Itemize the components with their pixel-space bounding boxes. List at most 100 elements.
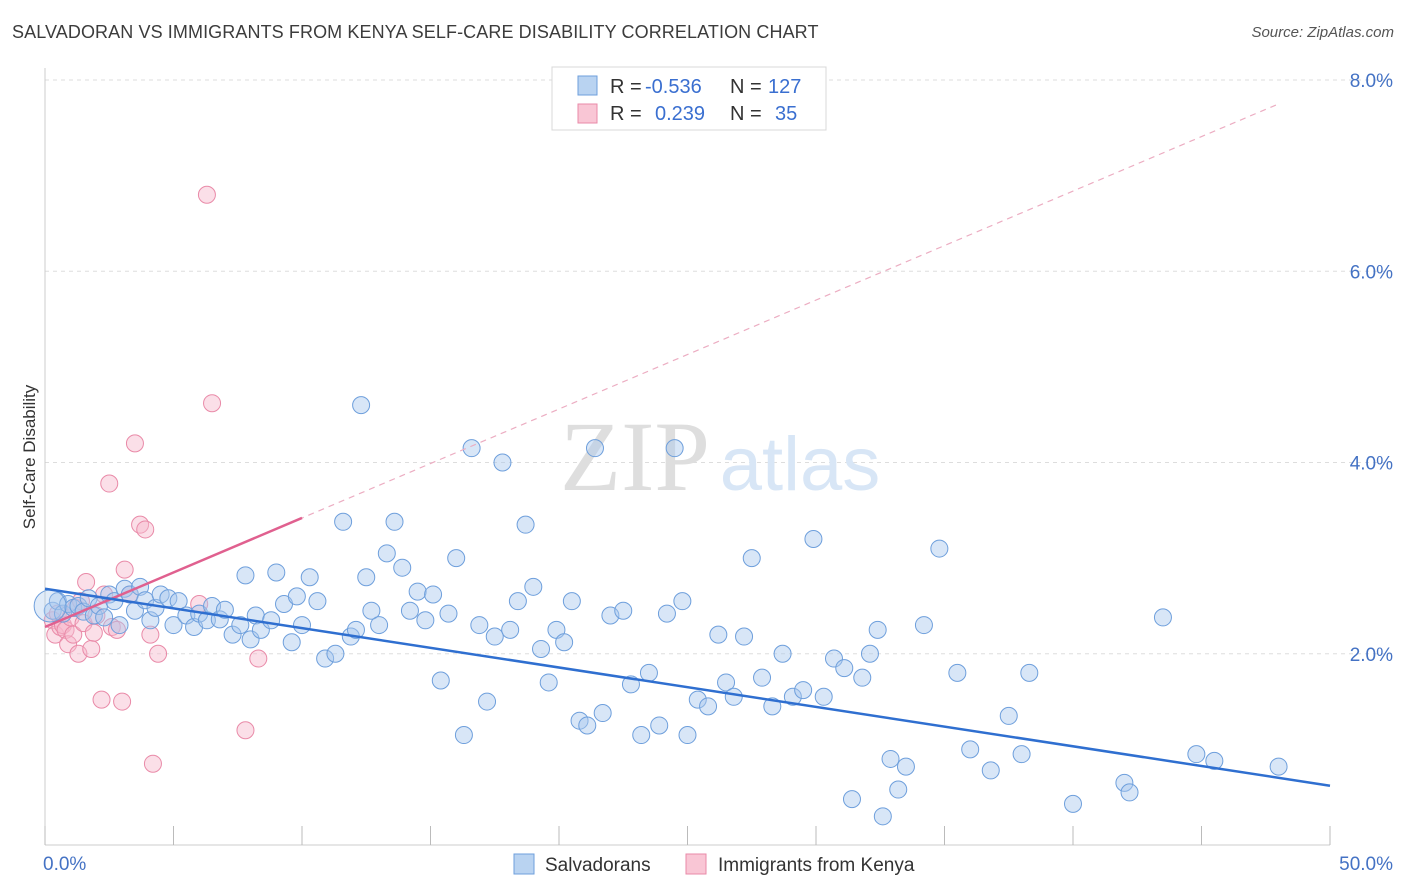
y-tick-label: 2.0% <box>1350 645 1393 666</box>
data-point-salvadoran <box>393 558 412 577</box>
y-tick-label: 4.0% <box>1350 454 1393 475</box>
data-point-salvadoran <box>562 592 581 611</box>
data-point-salvadoran <box>454 726 473 745</box>
data-point-kenya <box>115 560 134 579</box>
data-point-salvadoran <box>981 761 1000 780</box>
data-point-salvadoran <box>501 620 520 639</box>
source-credit: Source: ZipAtlas.com <box>1251 24 1394 41</box>
x-tick-label: 0.0% <box>43 854 86 875</box>
grid-lines <box>45 79 1392 655</box>
data-point-salvadoran <box>293 616 311 635</box>
data-point-kenya <box>136 520 155 539</box>
data-point-salvadoran <box>1153 608 1172 627</box>
data-point-salvadoran <box>352 396 371 415</box>
data-point-salvadoran <box>753 668 772 687</box>
data-point-salvadoran <box>593 704 612 723</box>
data-point-salvadoran <box>665 439 684 458</box>
data-point-salvadoran <box>287 587 306 606</box>
data-point-kenya <box>141 625 160 644</box>
legend-n-value: 127 <box>768 76 801 98</box>
data-point-salvadoran <box>110 616 129 635</box>
data-point-salvadoran <box>357 568 376 587</box>
data-point-salvadoran <box>1269 757 1288 776</box>
salvadoran-trend-line <box>44 587 1331 787</box>
data-point-salvadoran <box>724 687 743 706</box>
legend-n-value: 35 <box>775 103 797 125</box>
data-point-salvadoran <box>881 749 900 768</box>
data-point-kenya <box>131 515 150 534</box>
data-point-salvadoran <box>673 592 692 611</box>
data-point-salvadoran <box>914 616 933 635</box>
data-point-salvadoran <box>439 604 458 623</box>
legend-r-value: 0.239 <box>655 103 705 125</box>
data-point-salvadoran <box>555 633 574 652</box>
data-point-salvadoran <box>262 611 281 630</box>
data-point-salvadoran <box>164 616 183 635</box>
data-point-salvadoran <box>508 592 527 611</box>
salvadoran-points <box>33 396 1288 826</box>
data-point-salvadoran <box>462 439 481 458</box>
legend-n-label: N = <box>730 103 762 125</box>
data-point-kenya <box>107 620 126 639</box>
kenya-points <box>43 185 268 773</box>
bottom-legend-swatch-kenya <box>685 853 707 875</box>
data-point-salvadoran <box>961 740 980 759</box>
data-point-salvadoran <box>578 716 597 735</box>
data-point-kenya <box>64 625 83 644</box>
data-point-salvadoran <box>699 697 718 716</box>
chart-title: SALVADORAN VS IMMIGRANTS FROM KENYA SELF… <box>12 22 819 42</box>
data-point-salvadoran <box>478 692 497 711</box>
data-point-salvadoran <box>300 568 319 587</box>
data-point-salvadoran <box>524 577 543 596</box>
data-point-salvadoran <box>842 790 861 809</box>
data-point-salvadoran <box>814 687 833 706</box>
tick-labels: 2.0% 4.0% 6.0% 8.0% 0.0% 50.0% <box>43 71 1393 875</box>
y-axis-label: Self-Care Disability <box>20 384 39 529</box>
data-point-salvadoran <box>868 620 887 639</box>
data-point-salvadoran <box>709 625 728 644</box>
data-point-salvadoran <box>873 807 892 826</box>
data-point-salvadoran <box>231 616 250 635</box>
data-point-kenya <box>92 690 111 709</box>
legend-r-label: R = <box>610 76 642 98</box>
data-point-salvadoran <box>930 539 949 558</box>
data-point-salvadoran <box>735 627 754 646</box>
data-point-salvadoran <box>400 601 419 620</box>
data-point-salvadoran <box>999 706 1018 725</box>
data-point-salvadoran <box>470 616 489 635</box>
data-point-salvadoran <box>585 439 604 458</box>
data-point-salvadoran <box>334 512 353 531</box>
bottom-legend: Salvadorans Immigrants from Kenya <box>513 853 915 876</box>
legend-swatch-kenya <box>577 103 598 124</box>
axes <box>44 68 1331 846</box>
data-point-salvadoran <box>853 668 872 687</box>
data-point-salvadoran <box>1064 794 1082 813</box>
data-point-kenya <box>236 721 255 740</box>
legend-swatch-salvadorans <box>577 75 598 96</box>
data-point-kenya <box>143 754 162 773</box>
data-point-salvadoran <box>639 663 658 682</box>
bottom-legend-salvadorans: Salvadorans <box>545 855 651 876</box>
data-point-salvadoran <box>223 625 242 644</box>
data-point-salvadoran <box>370 616 389 635</box>
data-point-salvadoran <box>43 601 62 620</box>
data-point-salvadoran <box>889 780 908 799</box>
data-point-salvadoran <box>650 716 669 735</box>
data-point-salvadoran <box>95 608 114 627</box>
data-point-salvadoran <box>539 673 558 692</box>
data-point-kenya <box>84 623 103 642</box>
legend-n-label: N = <box>730 76 762 98</box>
data-point-salvadoran <box>1120 783 1139 802</box>
data-point-salvadoran <box>804 530 823 548</box>
data-point-salvadoran <box>614 601 633 620</box>
data-point-kenya <box>197 185 216 204</box>
data-point-salvadoran <box>416 611 435 630</box>
data-point-salvadoran <box>385 512 404 531</box>
trend-lines <box>44 103 1331 787</box>
data-point-salvadoran <box>267 563 286 582</box>
kenya-trend-line <box>44 516 303 629</box>
data-point-salvadoran <box>794 681 813 700</box>
data-point-kenya <box>82 639 101 658</box>
data-point-salvadoran <box>678 726 697 745</box>
data-point-salvadoran <box>835 659 854 678</box>
